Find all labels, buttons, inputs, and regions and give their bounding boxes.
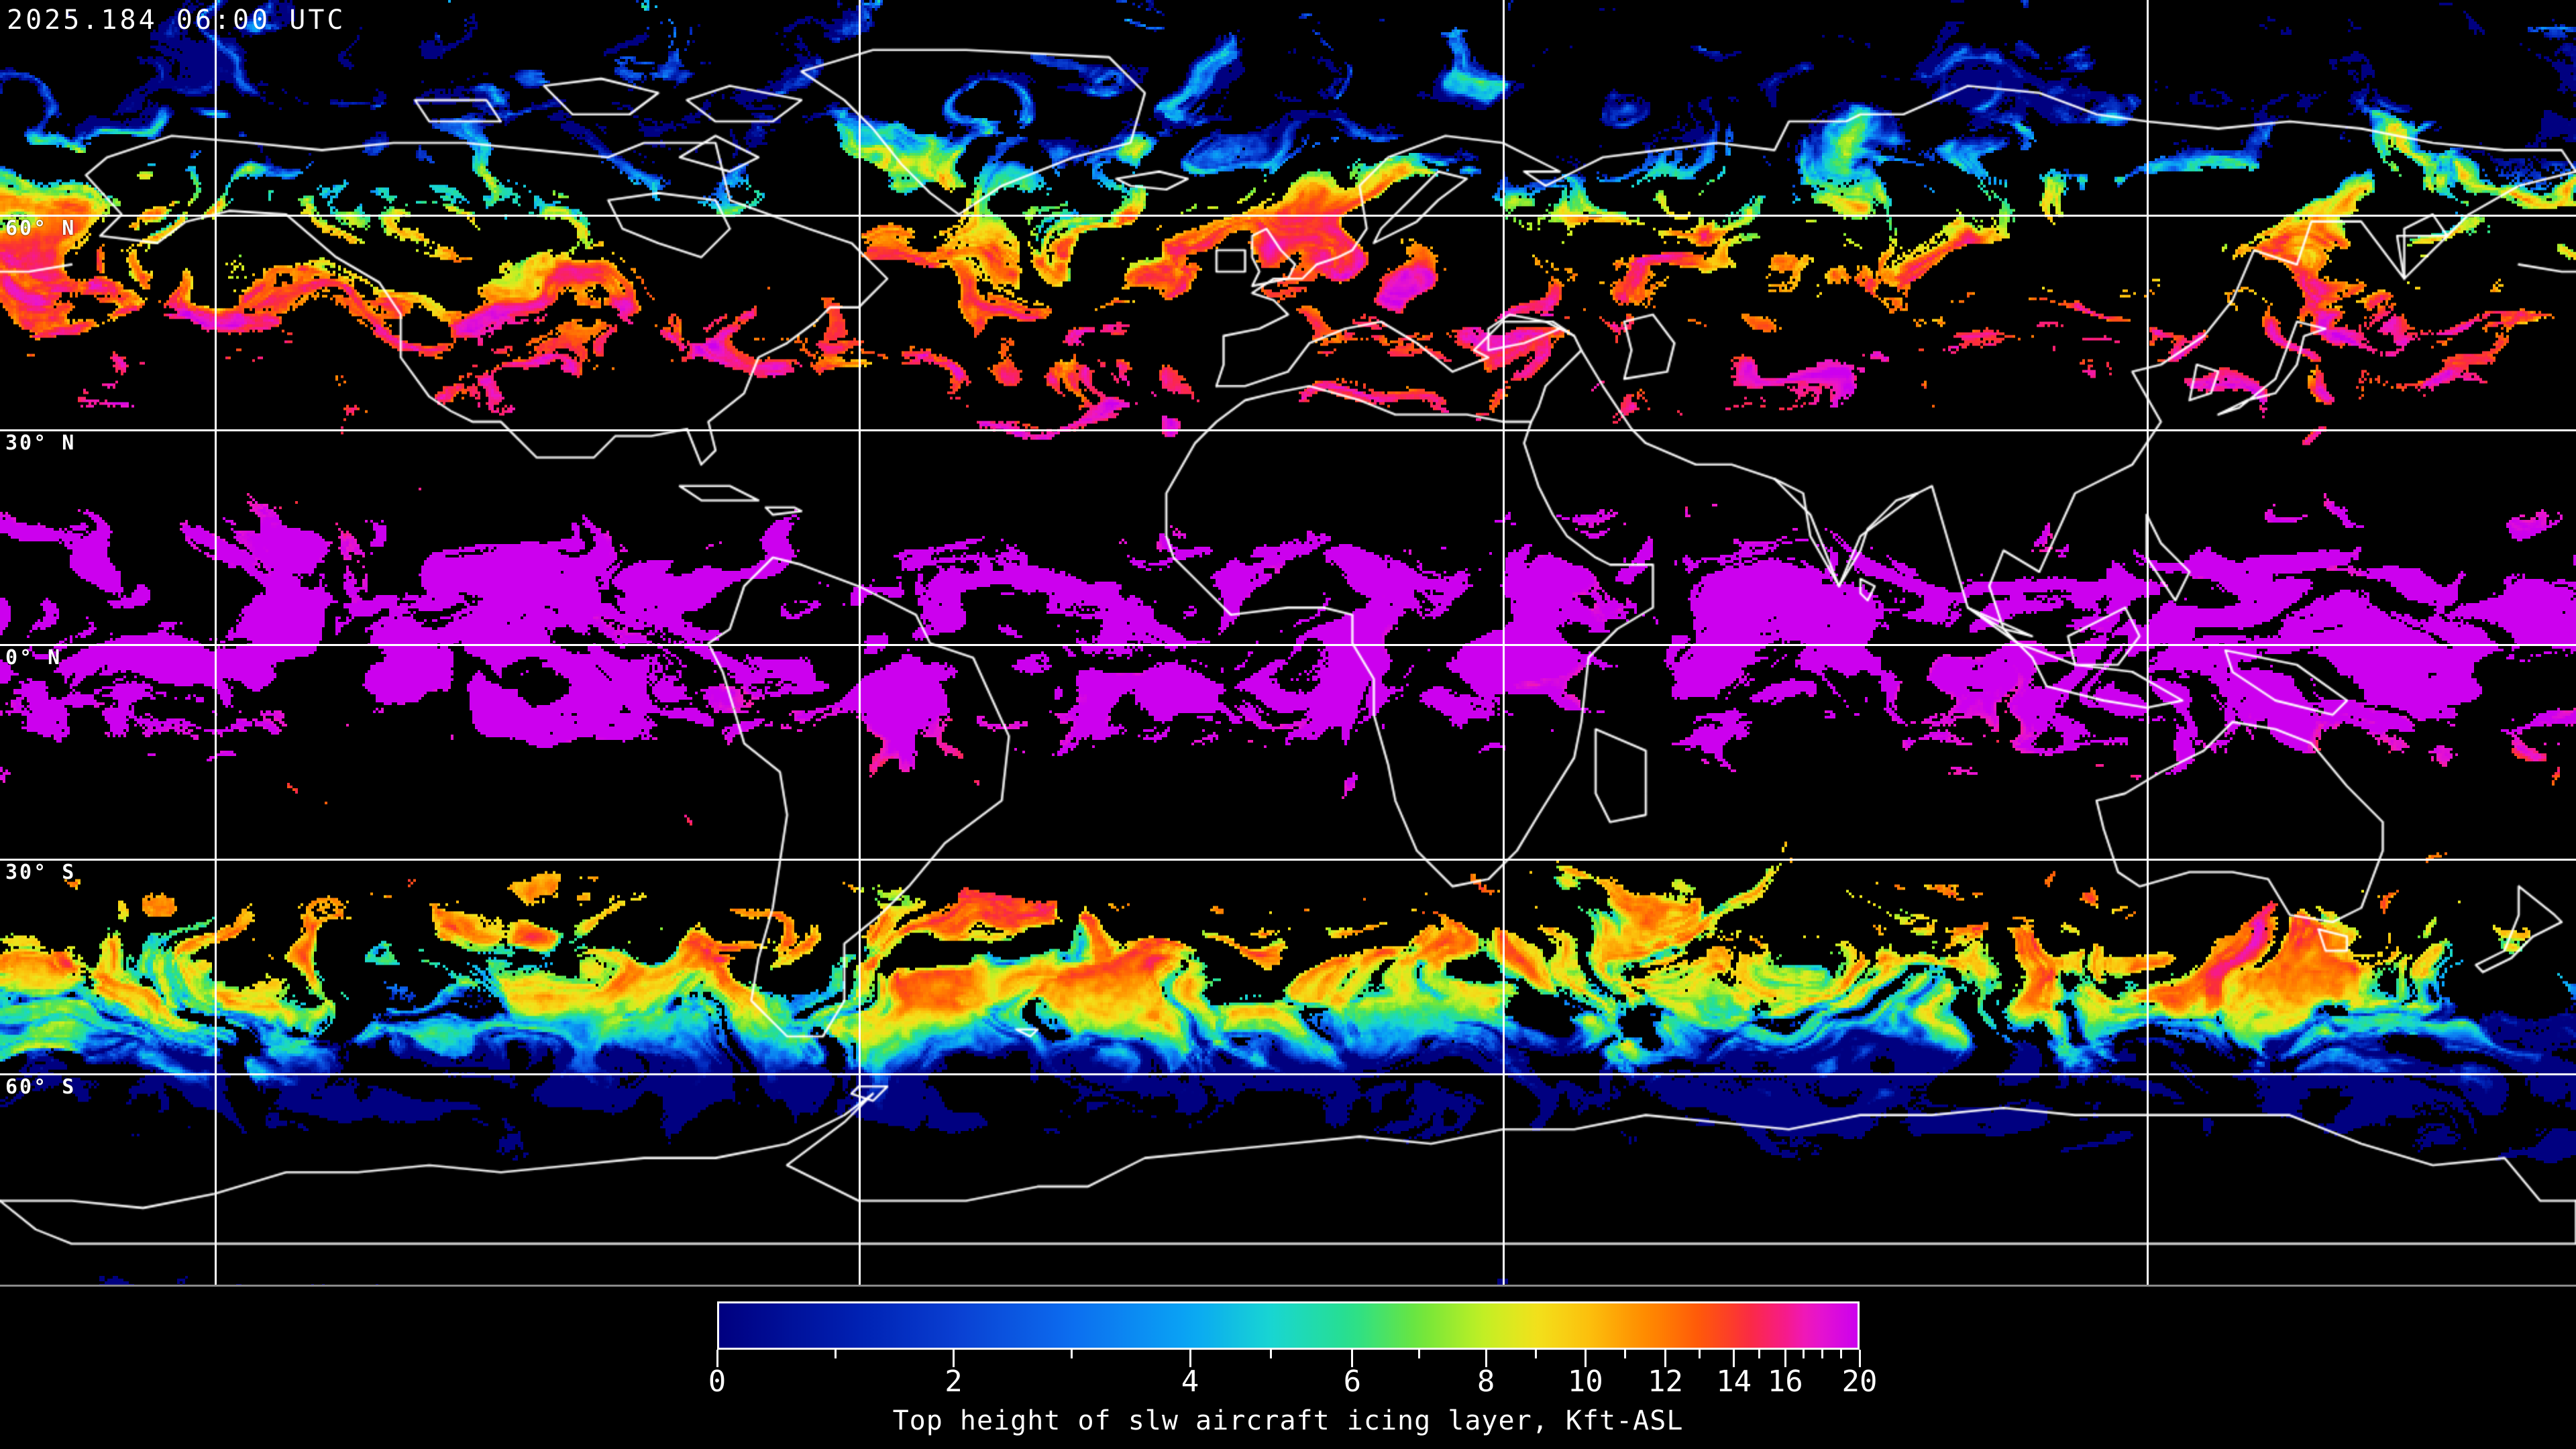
colorbar-minor-tick	[1071, 1350, 1073, 1358]
colorbar-ticks	[716, 1350, 1861, 1367]
colorbar-major-tick	[1351, 1350, 1354, 1367]
colorbar-tick-label: 12	[1647, 1364, 1683, 1399]
colorbar-tick-label: 6	[1343, 1364, 1362, 1399]
colorbar-major-tick	[953, 1350, 955, 1367]
colorbar-major-tick	[1664, 1350, 1666, 1367]
colorbar-tick-label: 14	[1716, 1364, 1752, 1399]
colorbar-major-tick	[1733, 1350, 1735, 1367]
colorbar-major-tick	[716, 1350, 718, 1367]
colorbar-minor-tick	[1417, 1350, 1420, 1358]
latitude-label: 0° N	[5, 646, 62, 669]
colorbar-minor-tick	[1803, 1350, 1805, 1358]
latitude-label: 30° S	[5, 861, 76, 884]
colorbar-minor-tick	[1270, 1350, 1273, 1358]
colorbar-major-tick	[1485, 1350, 1487, 1367]
colorbar-tick-label: 8	[1477, 1364, 1495, 1399]
latitude-label: 60° S	[5, 1075, 76, 1099]
world-map-panel[interactable]: 60° N 30° N 0° N 30° S 60° S 2025.184 06:00 …	[0, 0, 2576, 1287]
colorbar-caption: Top height of slw aircraft icing layer, …	[892, 1405, 1684, 1436]
colorbar-tick-labels: 0 2 4 6 8 10 12 14 16 20	[708, 1364, 1878, 1401]
colorbar-minor-tick	[1758, 1350, 1761, 1358]
colorbar-tick-label: 0	[708, 1364, 727, 1399]
coastline-overlay	[0, 0, 2576, 1285]
colorbar-minor-tick	[1699, 1350, 1701, 1358]
colorbar-gradient	[717, 1301, 1860, 1350]
colorbar-minor-tick	[1534, 1350, 1537, 1358]
colorbar-tick-label: 4	[1181, 1364, 1199, 1399]
colorbar-tick-label: 10	[1567, 1364, 1603, 1399]
colorbar-minor-tick	[1624, 1350, 1627, 1358]
latitude-label: 30° N	[5, 431, 76, 455]
colorbar-major-tick	[1784, 1350, 1786, 1367]
colorbar-tick-label: 20	[1841, 1364, 1878, 1399]
colorbar-minor-tick	[834, 1350, 837, 1358]
colorbar-major-tick	[1584, 1350, 1587, 1367]
colorbar-tick-label: 16	[1767, 1364, 1803, 1399]
colorbar-tick-label: 2	[945, 1364, 963, 1399]
timestamp-label: 2025.184 06:00 UTC	[7, 5, 346, 36]
colorbar-major-tick	[1858, 1350, 1861, 1367]
colorbar-wrapper	[717, 1301, 1860, 1350]
latitude-label: 60° N	[5, 217, 76, 240]
colorbar-minor-tick	[1821, 1350, 1824, 1358]
colorbar-major-tick	[1189, 1350, 1191, 1367]
colorbar-minor-tick	[1839, 1350, 1842, 1358]
colorbar-legend: 0 2 4 6 8 10 12 14 16 20 Top height of slw aircra…	[0, 1287, 2576, 1449]
